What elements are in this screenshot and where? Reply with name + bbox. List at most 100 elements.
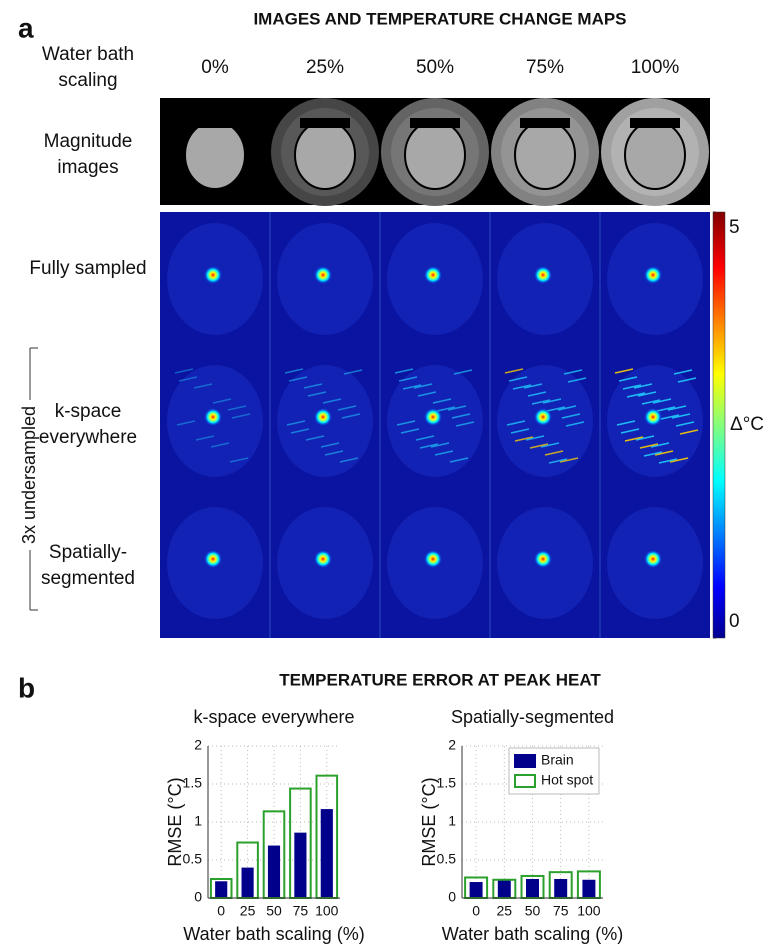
bar [582, 879, 596, 898]
artifact [652, 398, 672, 404]
artifact [563, 369, 583, 375]
bar [320, 809, 333, 898]
y-tick-label: 1 [448, 813, 456, 829]
artifact [529, 443, 549, 449]
artifact [434, 450, 454, 456]
artifact [531, 399, 551, 405]
artifact [303, 383, 323, 389]
hot-spot [204, 550, 222, 568]
panel-label: b [18, 672, 35, 703]
column-header: 0% [201, 57, 229, 78]
artifact [542, 398, 562, 404]
artifact [178, 376, 198, 382]
brain-top [630, 118, 680, 128]
artifact [508, 376, 528, 382]
artifact [231, 413, 251, 419]
artifact [557, 405, 577, 411]
artifact [284, 368, 304, 374]
column-header: 50% [416, 57, 454, 78]
artifact [210, 442, 230, 448]
artifact [679, 429, 699, 435]
hot-spot [314, 408, 332, 426]
row-label: Fully sampled [29, 258, 147, 279]
hot-spot [644, 550, 662, 568]
artifact [419, 443, 439, 449]
artifact [343, 369, 363, 375]
artifact [677, 377, 697, 383]
y-axis-label: RMSE (°C) [165, 777, 185, 866]
artifact [506, 420, 526, 426]
bar [215, 881, 228, 898]
artifact [455, 421, 475, 427]
artifact [635, 435, 655, 441]
bar [497, 880, 511, 898]
artifact [305, 435, 325, 441]
artifact [624, 436, 644, 442]
y-tick-label: 1.5 [437, 775, 457, 791]
artifact [512, 384, 532, 390]
hot-spot [204, 408, 222, 426]
artifact [641, 399, 661, 405]
bar [294, 832, 307, 898]
bar [526, 879, 539, 898]
hot-spot [314, 266, 332, 284]
artifact [561, 413, 581, 419]
artifact [451, 413, 471, 419]
artifact [324, 450, 344, 456]
brain [514, 120, 576, 190]
artifact [673, 369, 693, 375]
bar [267, 845, 281, 898]
artifact [396, 420, 416, 426]
artifact [614, 368, 634, 374]
artifact [656, 406, 676, 412]
chart-title: k-space everywhere [193, 707, 354, 727]
hot-spot [644, 266, 662, 284]
artifact [402, 384, 422, 390]
colorbar-tick-label: 0 [729, 611, 740, 632]
x-tick-label: 50 [266, 903, 282, 919]
bar [469, 882, 483, 898]
panel-title: IMAGES AND TEMPERATURE CHANGE MAPS [253, 9, 626, 28]
artifact [176, 420, 196, 426]
colorbar-label: Δ°C [730, 414, 764, 435]
artifact [341, 413, 361, 419]
hot-spot [314, 550, 332, 568]
artifact [675, 421, 695, 427]
artifact [565, 421, 585, 427]
artifact [339, 457, 359, 463]
artifact [193, 383, 213, 389]
artifact [546, 406, 566, 412]
panel-title: TEMPERATURE ERROR AT PEAK HEAT [279, 670, 601, 689]
x-tick-label: 50 [525, 903, 541, 919]
artifact [504, 368, 524, 374]
bracket-gap [20, 400, 40, 550]
artifact [288, 376, 308, 382]
bar [554, 879, 568, 898]
y-tick-label: 0.5 [437, 851, 457, 867]
artifact [400, 428, 420, 434]
artifact [540, 442, 560, 448]
hot-spot [534, 408, 552, 426]
artifact [650, 442, 670, 448]
x-tick-label: 75 [293, 903, 309, 919]
x-axis-label: Water bath scaling (%) [442, 924, 623, 944]
artifact [415, 435, 435, 441]
artifact [398, 376, 418, 382]
artifact [337, 405, 357, 411]
artifact [523, 383, 543, 389]
y-tick-label: 0.5 [183, 851, 203, 867]
artifact [286, 420, 306, 426]
x-tick-label: 25 [497, 903, 513, 919]
y-tick-label: 2 [194, 737, 202, 753]
artifact [510, 428, 530, 434]
artifact [413, 383, 433, 389]
column-header: Water bath scaling [41, 44, 135, 91]
chart-title: Spatially-segmented [451, 707, 614, 727]
y-tick-label: 0 [448, 889, 456, 905]
artifact [525, 435, 545, 441]
brain [624, 120, 686, 190]
bracket-label: 3x undersampled [19, 406, 39, 544]
colorbar [712, 211, 726, 639]
artifact [449, 457, 469, 463]
